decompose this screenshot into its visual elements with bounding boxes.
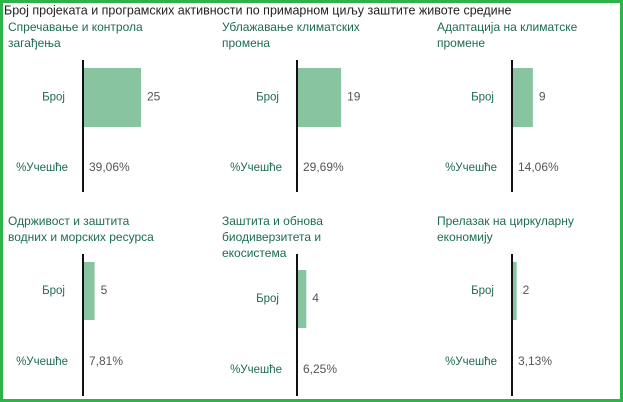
share-label: %Учешће [230, 162, 282, 174]
category-label: Број [256, 293, 279, 305]
panel-title: Заштита и обнова [222, 214, 323, 228]
category-label: Број [42, 285, 65, 297]
panel-title: економију [437, 230, 493, 244]
share-label: %Учешће [16, 162, 68, 174]
page-title: Број пројеката и програмских активности … [4, 3, 512, 17]
share-value: 29,69% [303, 160, 344, 174]
value-label: 5 [101, 283, 108, 297]
share-value: 39,06% [89, 160, 130, 174]
bar [512, 262, 517, 320]
bar [83, 262, 95, 320]
bar [297, 68, 342, 127]
panel-title: биодиверзитета и [222, 230, 321, 244]
panel-title: водних и морских ресурса [8, 230, 154, 244]
value-label: 25 [147, 90, 161, 104]
bar [83, 68, 141, 127]
panel-title: Адаптација на климатске [437, 20, 578, 34]
category-label: Број [471, 92, 494, 104]
value-label: 4 [312, 291, 319, 305]
panel-title: Прелазак на циркуларну [437, 214, 574, 228]
bar [297, 270, 307, 328]
panel-title: загађења [8, 36, 61, 50]
panel-title: Ублажавање климатских [222, 20, 360, 34]
value-label: 19 [347, 90, 361, 104]
share-value: 14,06% [518, 160, 559, 174]
bar [512, 68, 533, 127]
share-label: %Учешће [230, 364, 282, 376]
share-value: 3,13% [518, 354, 552, 368]
share-label: %Учешће [445, 356, 497, 368]
panel-title: Одрживост и заштита [8, 214, 130, 228]
share-value: 6,25% [303, 362, 337, 376]
category-label: Број [471, 285, 494, 297]
value-label: 2 [523, 283, 530, 297]
category-label: Број [42, 92, 65, 104]
value-label: 9 [539, 90, 546, 104]
panel-title: екосистема [222, 246, 287, 260]
share-label: %Учешће [16, 356, 68, 368]
share-label: %Учешће [445, 162, 497, 174]
category-label: Број [256, 92, 279, 104]
panel-title: промене [437, 36, 485, 50]
panel-title: промена [222, 36, 270, 50]
share-value: 7,81% [89, 354, 123, 368]
panel-title: Спречавање и контрола [8, 20, 143, 34]
